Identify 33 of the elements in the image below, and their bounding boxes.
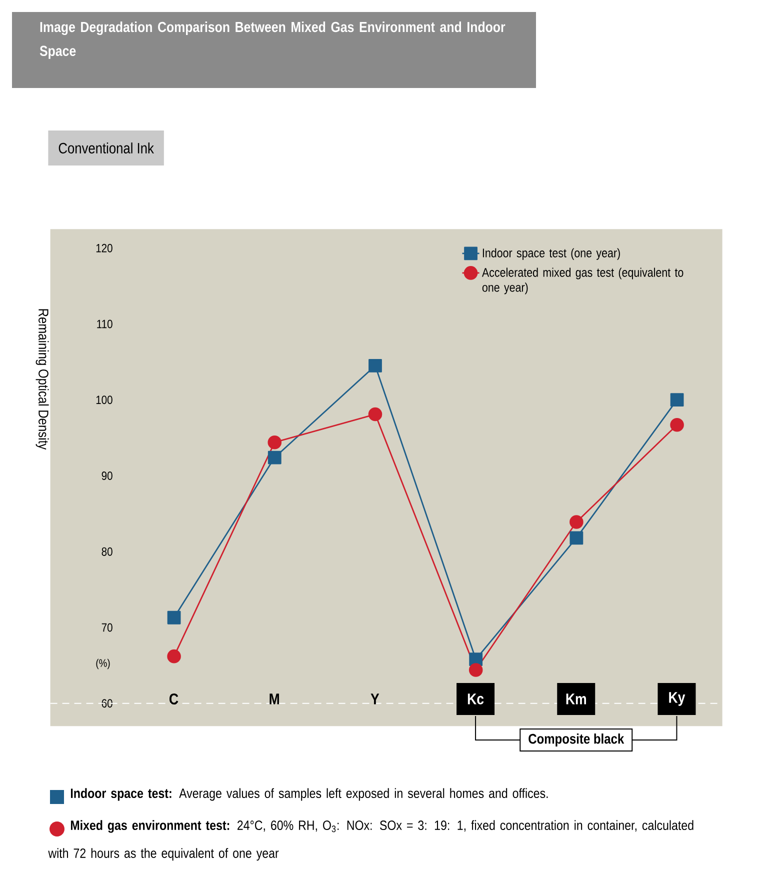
x-tick-label: C — [169, 694, 178, 704]
chart-subtitle: Conventional Ink — [58, 142, 154, 154]
legend-label: Accelerated mixed gas test (equivalent to one year) — [482, 268, 684, 294]
text: Composite black — [528, 733, 624, 746]
chart-title: Image Degradation Comparison Between Mixed Gas Environment and Indoor Space — [40, 22, 506, 59]
y-tick-label: 90 — [102, 472, 112, 480]
point — [167, 610, 181, 624]
point — [570, 531, 584, 545]
y-tick-label: 60 — [102, 699, 112, 708]
text: Mixed gas environment test: 24°C, 60% RH, O$_{3}$: NOx: SOx = 3: 19: 1, fixed concentration in container, calculated with 72 hours as the equivalent of one year — [48, 820, 694, 861]
point — [468, 663, 483, 677]
point — [670, 393, 684, 407]
y-axis-title: Remaining Optical Density — [36, 309, 49, 450]
x-tick-label: M — [270, 694, 279, 704]
x-tick-label: Ky — [669, 692, 686, 706]
point — [670, 418, 684, 432]
point — [368, 359, 382, 372]
x-tick-label: Y — [370, 694, 380, 704]
annotation: (%) — [96, 658, 110, 670]
x-tick-label: Km — [566, 694, 586, 704]
y-tick-label: 100 — [96, 396, 112, 404]
point — [268, 435, 282, 450]
text: Indoor space test: Average values of samples left exposed in several homes and offices. — [70, 788, 548, 801]
y-tick-label: 70 — [102, 623, 112, 632]
x-tick-label: Kc — [468, 694, 484, 704]
legend-label: Indoor space test (one year) — [482, 248, 620, 260]
y-tick-label: 80 — [102, 547, 112, 556]
y-tick-label: 110 — [97, 320, 112, 328]
y-tick-label: 120 — [96, 244, 112, 252]
point — [570, 515, 584, 529]
point — [368, 407, 382, 422]
point — [167, 649, 181, 664]
point — [268, 450, 282, 464]
